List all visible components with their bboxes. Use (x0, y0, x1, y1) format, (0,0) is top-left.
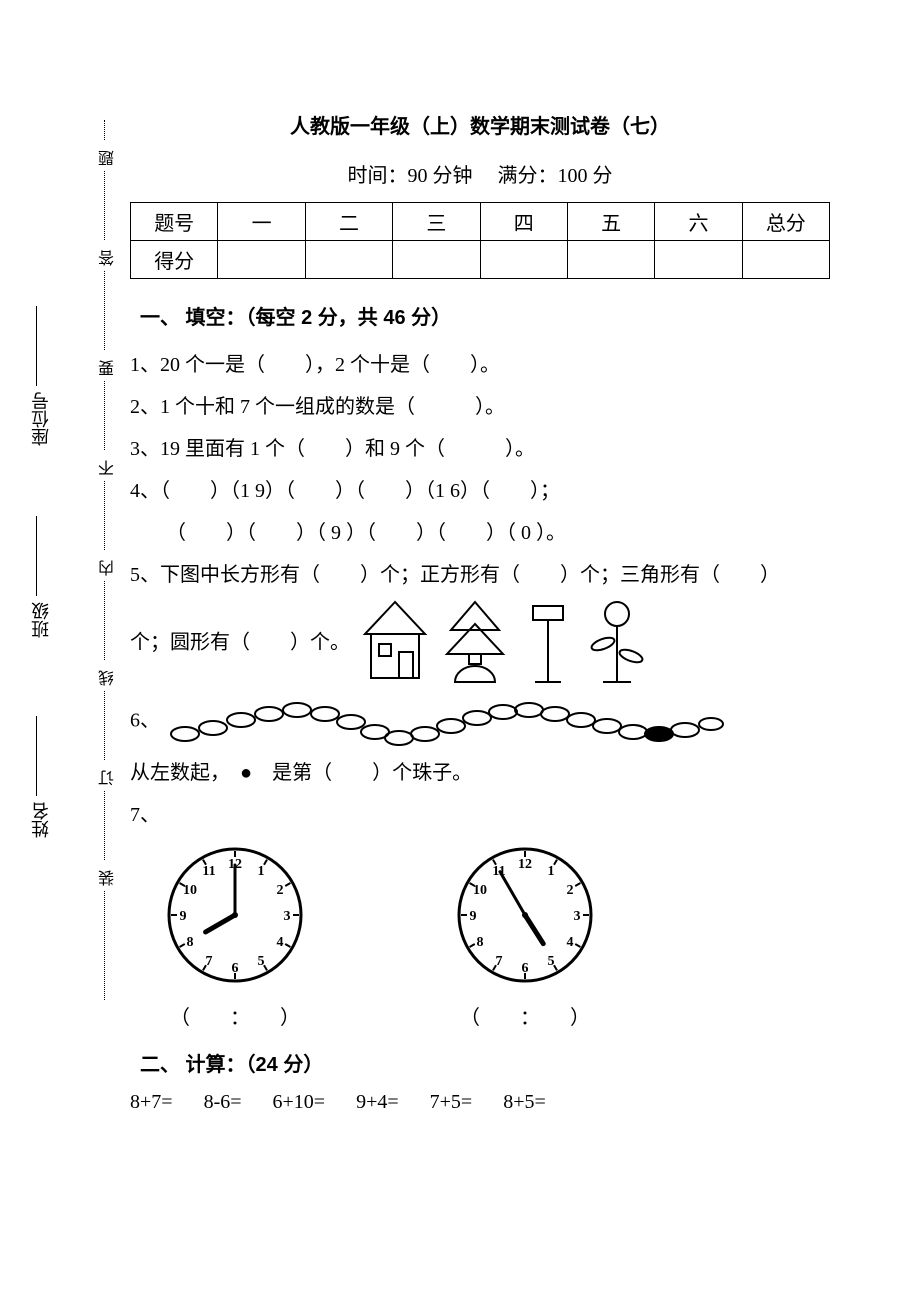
svg-text:2: 2 (567, 883, 574, 898)
question-4b: （ ）（ ）（ 9 ）（ ）（ ）（ 0 ）。 (130, 512, 830, 554)
question-5a: 5、下图中长方形有（ ）个；正方形有（ ）个；三角形有（ ） (130, 554, 830, 596)
question-1: 1、20 个一是（ ），2 个十是（ ）。 (130, 344, 830, 386)
score-header-cell: 总分 (742, 203, 829, 241)
score-header-cell: 六 (655, 203, 742, 241)
svg-text:3: 3 (284, 909, 291, 924)
binding-line: 题 答 要 不 内 线 订 装 (104, 120, 106, 1000)
score-table: 题号 一 二 三 四 五 六 总分 得分 (130, 202, 830, 279)
question-6b: 从左数起， ● 是第（ ）个珠子。 (130, 752, 830, 794)
clock-1-block: 123456789101112 （ ： ） (160, 840, 310, 1030)
question-5b-row: 个；圆形有（ ）个。 (130, 596, 830, 692)
score-header-cell: 一 (218, 203, 305, 241)
question-6-row: 6、 (130, 692, 830, 752)
calc-item: 8+5= (503, 1091, 546, 1114)
calc-item: 9+4= (356, 1091, 399, 1114)
shapes-figure (355, 596, 685, 692)
section-1-heading: 一、 填空：（每空 2 分，共 46 分） (140, 301, 830, 330)
calc-row: 8+7= 8-6= 6+10= 9+4= 7+5= 8+5= (130, 1091, 830, 1114)
score-cell (305, 241, 392, 279)
binding-label: 线 (97, 660, 121, 690)
svg-text:7: 7 (206, 954, 213, 969)
score-header-row: 题号 一 二 三 四 五 六 总分 (131, 203, 830, 241)
calc-item: 7+5= (430, 1091, 473, 1114)
time-label: 时间：90 分钟 (348, 165, 473, 187)
name-underline (36, 716, 37, 796)
exam-title: 人教版一年级（上）数学期末测试卷（七） (130, 110, 830, 139)
score-header-cell: 题号 (131, 203, 218, 241)
svg-text:9: 9 (180, 909, 187, 924)
svg-text:4: 4 (567, 935, 574, 950)
binding-label: 不 (97, 450, 121, 480)
svg-text:9: 9 (470, 909, 477, 924)
seat-underline (36, 306, 37, 386)
score-cell (655, 241, 742, 279)
svg-text:4: 4 (277, 935, 284, 950)
score-value-row: 得分 (131, 241, 830, 279)
score-header-cell: 二 (305, 203, 392, 241)
svg-text:12: 12 (518, 857, 532, 872)
svg-text:2: 2 (277, 883, 284, 898)
page-content: 人教版一年级（上）数学期末测试卷（七） 时间：90 分钟 满分：100 分 题号… (130, 110, 830, 1114)
binding-label: 题 (97, 140, 121, 170)
clocks-row: 123456789101112 （ ： ） 123456789101112 （ … (160, 840, 830, 1030)
clock-2-caption: （ ： ） (450, 1001, 600, 1030)
clock-2: 123456789101112 (450, 840, 600, 990)
svg-text:5: 5 (548, 954, 555, 969)
svg-text:8: 8 (186, 935, 193, 950)
clock-1-caption: （ ： ） (160, 1001, 310, 1030)
binding-label: 装 (97, 860, 121, 890)
score-cell (567, 241, 654, 279)
class-underline (36, 516, 37, 596)
seat-label: 座位号 (31, 392, 51, 446)
question-2: 2、1 个十和 7 个一组成的数是（ ）。 (130, 386, 830, 428)
binding-label: 要 (97, 350, 121, 380)
svg-text:7: 7 (496, 954, 503, 969)
question-7-label: 7、 (130, 794, 830, 836)
question-6-label: 6、 (130, 710, 160, 732)
svg-text:5: 5 (258, 954, 265, 969)
svg-text:11: 11 (202, 864, 215, 879)
score-header-cell: 四 (480, 203, 567, 241)
question-4a: 4、（ ）（1 9）（ ）（ ）（1 6）（ ）； (130, 470, 830, 512)
score-cell (742, 241, 829, 279)
binding-label: 内 (97, 550, 121, 580)
name-label: 姓名 (31, 802, 51, 838)
svg-text:1: 1 (548, 864, 555, 879)
score-row-label: 得分 (131, 241, 218, 279)
side-fields: 姓名 班级 座位号 (28, 180, 88, 880)
score-header-cell: 五 (567, 203, 654, 241)
score-header-cell: 三 (393, 203, 480, 241)
calc-item: 8-6= (204, 1091, 242, 1114)
clock-1: 123456789101112 (160, 840, 310, 990)
score-cell (393, 241, 480, 279)
binding-label: 答 (97, 240, 121, 270)
section-2-heading: 二、 计算：（24 分） (140, 1048, 830, 1077)
full-score-label: 满分：100 分 (498, 165, 613, 187)
svg-text:8: 8 (476, 935, 483, 950)
svg-text:1: 1 (258, 864, 265, 879)
calc-item: 6+10= (273, 1091, 326, 1114)
question-5b-text: 个；圆形有（ ）个。 (130, 632, 350, 654)
binding-label: 订 (97, 760, 121, 790)
svg-text:3: 3 (574, 909, 581, 924)
exam-subtitle: 时间：90 分钟 满分：100 分 (130, 159, 830, 188)
beads-figure (165, 694, 725, 750)
score-cell (218, 241, 305, 279)
calc-item: 8+7= (130, 1091, 173, 1114)
clock-2-block: 123456789101112 （ ： ） (450, 840, 600, 1030)
question-3: 3、19 里面有 1 个（ ）和 9 个（ ）。 (130, 428, 830, 470)
score-cell (480, 241, 567, 279)
class-label: 班级 (31, 602, 51, 638)
